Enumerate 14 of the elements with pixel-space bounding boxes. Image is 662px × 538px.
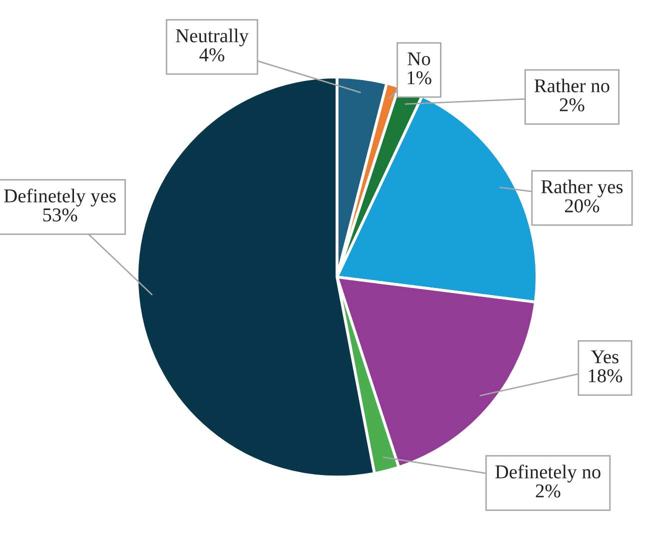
- data-label: 2%: [536, 484, 560, 498]
- slice-label: Definetely no: [495, 464, 600, 482]
- data-label: 18%: [588, 369, 622, 382]
- data-label: 2%: [560, 98, 584, 112]
- data-label: 1%: [408, 71, 432, 84]
- slice-label: Yes: [591, 350, 618, 364]
- data-label: 53%: [43, 208, 78, 222]
- data-label: 4%: [199, 48, 224, 62]
- data-label: 20%: [565, 199, 600, 212]
- slice-label: Neutrally: [176, 28, 249, 46]
- slice-label: Rather yes: [541, 180, 623, 198]
- slice-label: No: [408, 52, 430, 66]
- slice-label: Definetely yes: [4, 188, 116, 206]
- slice-label: Rather no: [534, 78, 610, 92]
